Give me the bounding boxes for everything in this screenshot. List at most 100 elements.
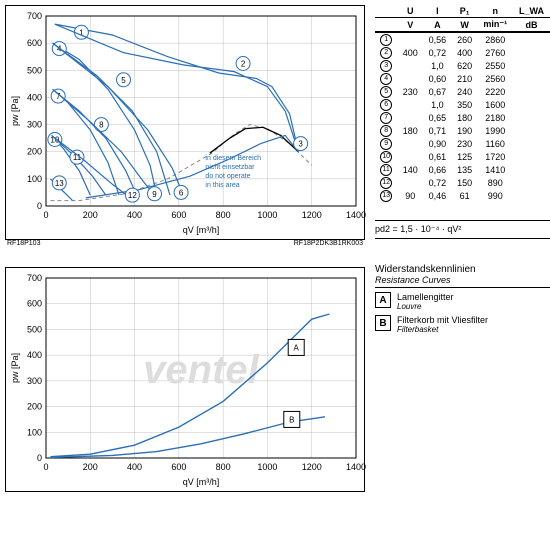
- row-number-badge: 11: [380, 164, 392, 176]
- table-row: 90,902301160: [375, 137, 550, 150]
- table-cell: 1160: [477, 137, 513, 150]
- legend-title-en: Resistance Curves: [375, 275, 550, 285]
- table-unit: min⁻¹: [477, 18, 513, 33]
- table-cell: [513, 163, 550, 176]
- legend-text: Filterkorb mit VliesfilterFilterbasket: [397, 315, 488, 334]
- legend-row: BFilterkorb mit VliesfilterFilterbasket: [375, 315, 550, 334]
- svg-text:100: 100: [27, 427, 42, 437]
- operating-points-table: UIP₁nL_WA VAWmin⁻¹dB 10,56260286024000,7…: [375, 5, 550, 202]
- table-cell: [397, 98, 423, 111]
- table-cell: [397, 111, 423, 124]
- table-cell: 0,66: [423, 163, 452, 176]
- table-header: I: [423, 5, 452, 18]
- svg-text:13: 13: [55, 179, 64, 188]
- table-cell: 1,0: [423, 59, 452, 72]
- table-header: n: [477, 5, 513, 18]
- fan-curves-chart: 0200400600800100012001400010020030040050…: [5, 5, 365, 240]
- table-row: 24000,724002760: [375, 46, 550, 59]
- row-number-badge: 6: [380, 99, 392, 111]
- table-cell: 400: [397, 46, 423, 59]
- table-cell: 240: [452, 85, 478, 98]
- svg-text:3: 3: [298, 140, 303, 149]
- table-cell: [513, 150, 550, 163]
- table-cell: 2220: [477, 85, 513, 98]
- table-cell: 190: [452, 124, 478, 137]
- table-row: 120,72150890: [375, 176, 550, 189]
- svg-text:400: 400: [127, 462, 142, 472]
- table-unit: A: [423, 18, 452, 33]
- svg-text:600: 600: [27, 38, 42, 48]
- table-cell: [513, 98, 550, 111]
- legend-text: LamellengitterLouvre: [397, 292, 454, 311]
- table-cell: [513, 137, 550, 150]
- svg-text:nicht einsetzbar: nicht einsetzbar: [205, 164, 255, 171]
- table-cell: [397, 59, 423, 72]
- svg-text:400: 400: [27, 350, 42, 360]
- formula-box: pd2 = 1,5 · 10⁻⁴ · qV²: [375, 220, 550, 239]
- table-cell: 0,71: [423, 124, 452, 137]
- svg-text:5: 5: [121, 76, 126, 85]
- table-cell: 260: [452, 32, 478, 46]
- table-cell: 140: [397, 163, 423, 176]
- row-number-badge: 2: [380, 47, 392, 59]
- svg-text:pw [Pa]: pw [Pa]: [10, 96, 20, 126]
- table-cell: 0,67: [423, 85, 452, 98]
- svg-text:1000: 1000: [257, 210, 277, 220]
- svg-text:0: 0: [43, 462, 48, 472]
- row-number-badge: 8: [380, 125, 392, 137]
- svg-text:600: 600: [27, 299, 42, 309]
- svg-text:200: 200: [27, 147, 42, 157]
- svg-text:1400: 1400: [346, 210, 366, 220]
- svg-text:0: 0: [37, 453, 42, 463]
- table-header: P₁: [452, 5, 478, 18]
- svg-text:B: B: [289, 415, 294, 424]
- table-cell: [513, 32, 550, 46]
- table-cell: 230: [397, 85, 423, 98]
- table-cell: 350: [452, 98, 478, 111]
- table-cell: 210: [452, 72, 478, 85]
- table-row: 100,611251720: [375, 150, 550, 163]
- svg-text:500: 500: [27, 324, 42, 334]
- row-number-badge: 9: [380, 138, 392, 150]
- table-cell: 1410: [477, 163, 513, 176]
- table-cell: 0,72: [423, 176, 452, 189]
- table-cell: 230: [452, 137, 478, 150]
- table-row: 111400,661351410: [375, 163, 550, 176]
- svg-text:1400: 1400: [346, 462, 366, 472]
- svg-text:200: 200: [83, 462, 98, 472]
- left-column: 0200400600800100012001400010020030040050…: [5, 5, 365, 492]
- svg-text:8: 8: [99, 121, 104, 130]
- table-cell: [513, 176, 550, 189]
- formula-text: pd2 = 1,5 · 10⁻⁴ · qV²: [375, 224, 461, 234]
- svg-text:0: 0: [43, 210, 48, 220]
- svg-text:12: 12: [128, 191, 137, 200]
- table-cell: 890: [477, 176, 513, 189]
- svg-text:pw [Pa]: pw [Pa]: [10, 353, 20, 383]
- row-number-badge: 1: [380, 34, 392, 46]
- legend-block: Widerstandskennlinien Resistance Curves …: [375, 264, 550, 334]
- table-cell: 2560: [477, 72, 513, 85]
- table-cell: 1600: [477, 98, 513, 111]
- table-cell: 2550: [477, 59, 513, 72]
- table-row: 10,562602860: [375, 32, 550, 46]
- svg-text:200: 200: [83, 210, 98, 220]
- svg-text:100: 100: [27, 174, 42, 184]
- chart1-code-right: RF18P2DK3B1RK003: [294, 240, 363, 247]
- table-cell: [513, 72, 550, 85]
- page-root: 0200400600800100012001400010020030040050…: [5, 5, 550, 492]
- svg-text:1200: 1200: [302, 462, 322, 472]
- svg-text:in diesem Bereich: in diesem Bereich: [205, 155, 261, 162]
- legend-en: Louvre: [397, 302, 454, 311]
- table-cell: 0,72: [423, 46, 452, 59]
- table-row: 70,651802180: [375, 111, 550, 124]
- table-cell: 990: [477, 189, 513, 202]
- svg-text:400: 400: [127, 210, 142, 220]
- row-number-badge: 4: [380, 73, 392, 85]
- chart1-code-left: RF18P103: [7, 240, 40, 247]
- legend-en: Filterbasket: [397, 325, 488, 334]
- row-number-badge: 13: [380, 190, 392, 202]
- table-row: 81800,711901990: [375, 124, 550, 137]
- row-number-badge: 7: [380, 112, 392, 124]
- table-cell: 180: [452, 111, 478, 124]
- table-cell: [397, 150, 423, 163]
